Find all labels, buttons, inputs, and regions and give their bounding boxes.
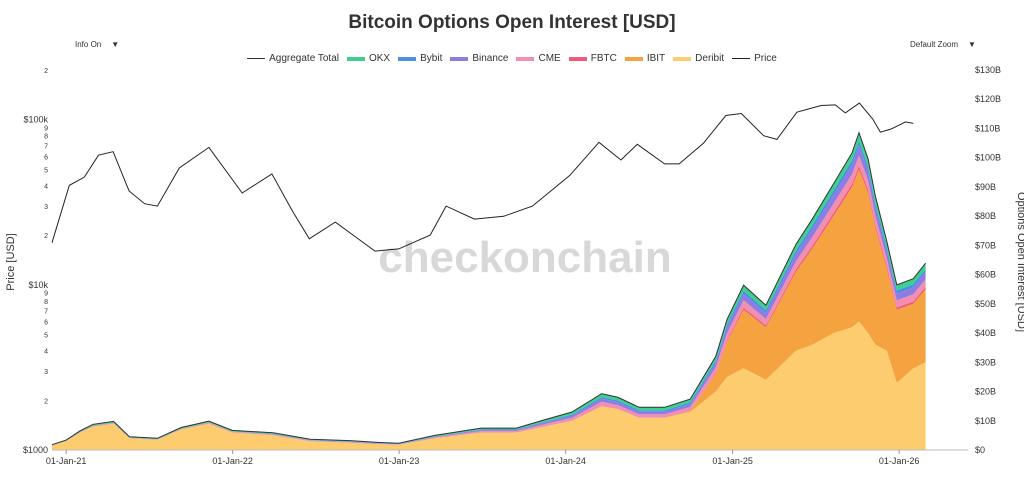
y-right-tick-label: $0 bbox=[975, 445, 985, 455]
zoom-select-label: Default Zoom bbox=[910, 40, 959, 49]
y-right-tick-label: $100B bbox=[975, 153, 1001, 163]
axes: 01-Jan-21 01-Jan-22 01-Jan-23 01-Jan-24 01-J… bbox=[23, 65, 1001, 466]
caret-down-icon: ▼ bbox=[111, 40, 120, 49]
y-left-tick-label: 2 bbox=[44, 68, 48, 75]
legend-label: Bybit bbox=[420, 53, 443, 64]
y-left-tick-label: 6 bbox=[44, 154, 48, 161]
legend-item-deribit[interactable]: Deribit bbox=[673, 53, 724, 64]
y-right-tick-label: $90B bbox=[975, 182, 996, 192]
legend-label: IBIT bbox=[646, 53, 666, 64]
y-left-tick-label: 8 bbox=[44, 134, 48, 141]
line-price bbox=[51, 102, 914, 252]
x-tick-label: 01-Jan-26 bbox=[879, 456, 920, 466]
x-tick-label: 01-Jan-24 bbox=[545, 456, 586, 466]
y-right-tick-label: $20B bbox=[975, 387, 996, 397]
legend-item-aggregate-total[interactable]: Aggregate Total bbox=[247, 53, 339, 64]
x-tick-label: 01-Jan-21 bbox=[46, 456, 87, 466]
y-right-tick-label: $130B bbox=[975, 65, 1001, 75]
legend-swatch bbox=[450, 56, 469, 61]
line-aggregate-total bbox=[51, 131, 926, 446]
legend-label: Aggregate Total bbox=[269, 53, 339, 64]
legend-label: FBTC bbox=[590, 53, 617, 64]
y-left-tick-label: 9 bbox=[44, 125, 48, 132]
y-right-tick-label: $60B bbox=[975, 270, 996, 280]
y-right-tick-label: $10B bbox=[975, 416, 996, 426]
y-left-tick-label: 4 bbox=[44, 183, 48, 190]
y-right-tick-label: $80B bbox=[975, 211, 996, 221]
legend-swatch bbox=[673, 56, 692, 61]
y-axis-right-label: Options Open Interest [USD] bbox=[1015, 192, 1024, 332]
y-right-tick-label: $50B bbox=[975, 299, 996, 309]
y-left-tick-label: 8 bbox=[44, 299, 48, 306]
y-left-tick-label: 9 bbox=[44, 290, 48, 297]
info-toggle-label: Info On bbox=[75, 40, 102, 49]
legend-label: Price bbox=[754, 53, 777, 64]
y-left-tick-label: 3 bbox=[44, 204, 48, 211]
legend-swatch bbox=[398, 56, 417, 61]
y-left-tick-label: 5 bbox=[44, 333, 48, 340]
y-left-tick-label: 6 bbox=[44, 319, 48, 326]
y-right-tick-label: $30B bbox=[975, 357, 996, 367]
chart-title: Bitcoin Options Open Interest [USD] bbox=[348, 12, 676, 33]
y-left-tick-label: $1000 bbox=[23, 445, 48, 455]
area-deribit bbox=[52, 321, 926, 450]
x-tick-label: 01-Jan-25 bbox=[712, 456, 753, 466]
y-left-tick-label: 4 bbox=[44, 349, 48, 356]
legend: Aggregate Total OKX Bybit Binance CME FBTC IBI… bbox=[0, 53, 1024, 64]
legend-item-price[interactable]: Price bbox=[732, 53, 777, 64]
legend-item-fbtc[interactable]: FBTC bbox=[568, 53, 617, 64]
legend-swatch bbox=[516, 56, 535, 61]
y-axis-left-label: Price [USD] bbox=[5, 233, 17, 290]
y-left-tick-label: $10k bbox=[28, 280, 48, 290]
y-right-tick-label: $110B bbox=[975, 123, 1000, 133]
legend-swatch bbox=[568, 56, 587, 61]
legend-item-binance[interactable]: Binance bbox=[450, 53, 508, 64]
legend-swatch bbox=[624, 56, 643, 61]
legend-swatch bbox=[732, 58, 751, 59]
y-left-tick-label: $100k bbox=[23, 115, 48, 125]
y-left-tick-label: 2 bbox=[44, 233, 48, 240]
y-left-tick-label: 2 bbox=[44, 398, 48, 405]
zoom-select[interactable]: Default Zoom ▼ bbox=[910, 40, 976, 49]
caret-down-icon: ▼ bbox=[968, 40, 976, 49]
price-layer bbox=[51, 102, 914, 252]
legend-item-bybit[interactable]: Bybit bbox=[398, 53, 442, 64]
y-left-tick-label: 5 bbox=[44, 167, 48, 174]
y-left-tick-label: 3 bbox=[44, 369, 48, 376]
legend-swatch bbox=[346, 56, 365, 61]
legend-item-ibit[interactable]: IBIT bbox=[624, 53, 666, 64]
info-toggle[interactable]: Info On ▼ bbox=[75, 40, 119, 49]
y-left-tick-label: 7 bbox=[44, 308, 48, 315]
x-tick-label: 01-Jan-23 bbox=[379, 456, 420, 466]
y-left-tick-label: 7 bbox=[44, 143, 48, 150]
legend-item-cme[interactable]: CME bbox=[516, 53, 561, 64]
y-right-tick-label: $40B bbox=[975, 328, 996, 338]
legend-label: OKX bbox=[368, 53, 391, 64]
y-right-tick-label: $70B bbox=[975, 240, 996, 250]
legend-label: Deribit bbox=[695, 53, 725, 64]
y-right-tick-label: $120B bbox=[975, 94, 1001, 104]
legend-swatch bbox=[247, 58, 266, 59]
oi-area-layers bbox=[51, 131, 926, 450]
legend-item-okx[interactable]: OKX bbox=[346, 53, 391, 64]
watermark: checkonchain bbox=[378, 233, 671, 282]
legend-label: CME bbox=[538, 53, 561, 64]
x-tick-label: 01-Jan-22 bbox=[212, 456, 253, 466]
legend-label: Binance bbox=[472, 53, 509, 64]
